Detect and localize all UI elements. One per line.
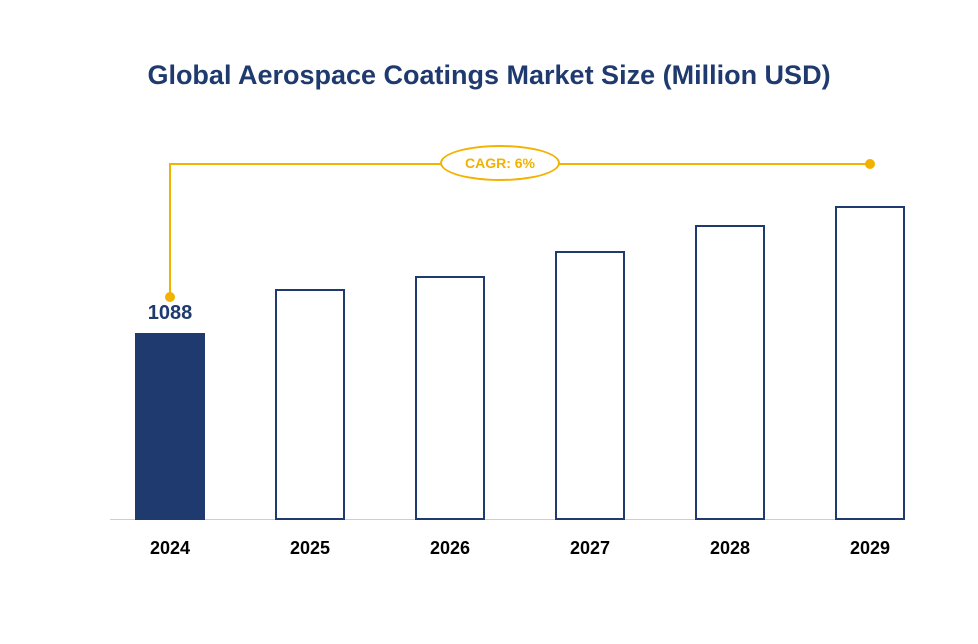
bar-2028 — [695, 225, 765, 520]
cagr-badge: CAGR: 6% — [440, 145, 560, 181]
cagr-right-dot — [865, 159, 875, 169]
x-axis-label: 2026 — [430, 538, 470, 559]
x-axis-label: 2025 — [290, 538, 330, 559]
bar-value-label: 1088 — [148, 302, 193, 325]
bar-2029 — [835, 206, 905, 520]
cagr-left-vertical — [169, 163, 171, 297]
x-axis-label: 2027 — [570, 538, 610, 559]
cagr-text: CAGR: 6% — [465, 155, 535, 171]
chart-plot-area: CAGR: 6% 2024108820252026202720282029 — [110, 200, 890, 520]
bar-2026 — [415, 276, 485, 520]
x-axis-label: 2028 — [710, 538, 750, 559]
cagr-left-dot — [165, 292, 175, 302]
x-axis-baseline — [110, 519, 890, 520]
x-axis-label: 2024 — [150, 538, 190, 559]
bar-2025 — [275, 289, 345, 520]
x-axis-label: 2029 — [850, 538, 890, 559]
bar-2027 — [555, 251, 625, 520]
chart-title: Global Aerospace Coatings Market Size (M… — [147, 60, 830, 91]
bar-2024 — [135, 333, 205, 520]
